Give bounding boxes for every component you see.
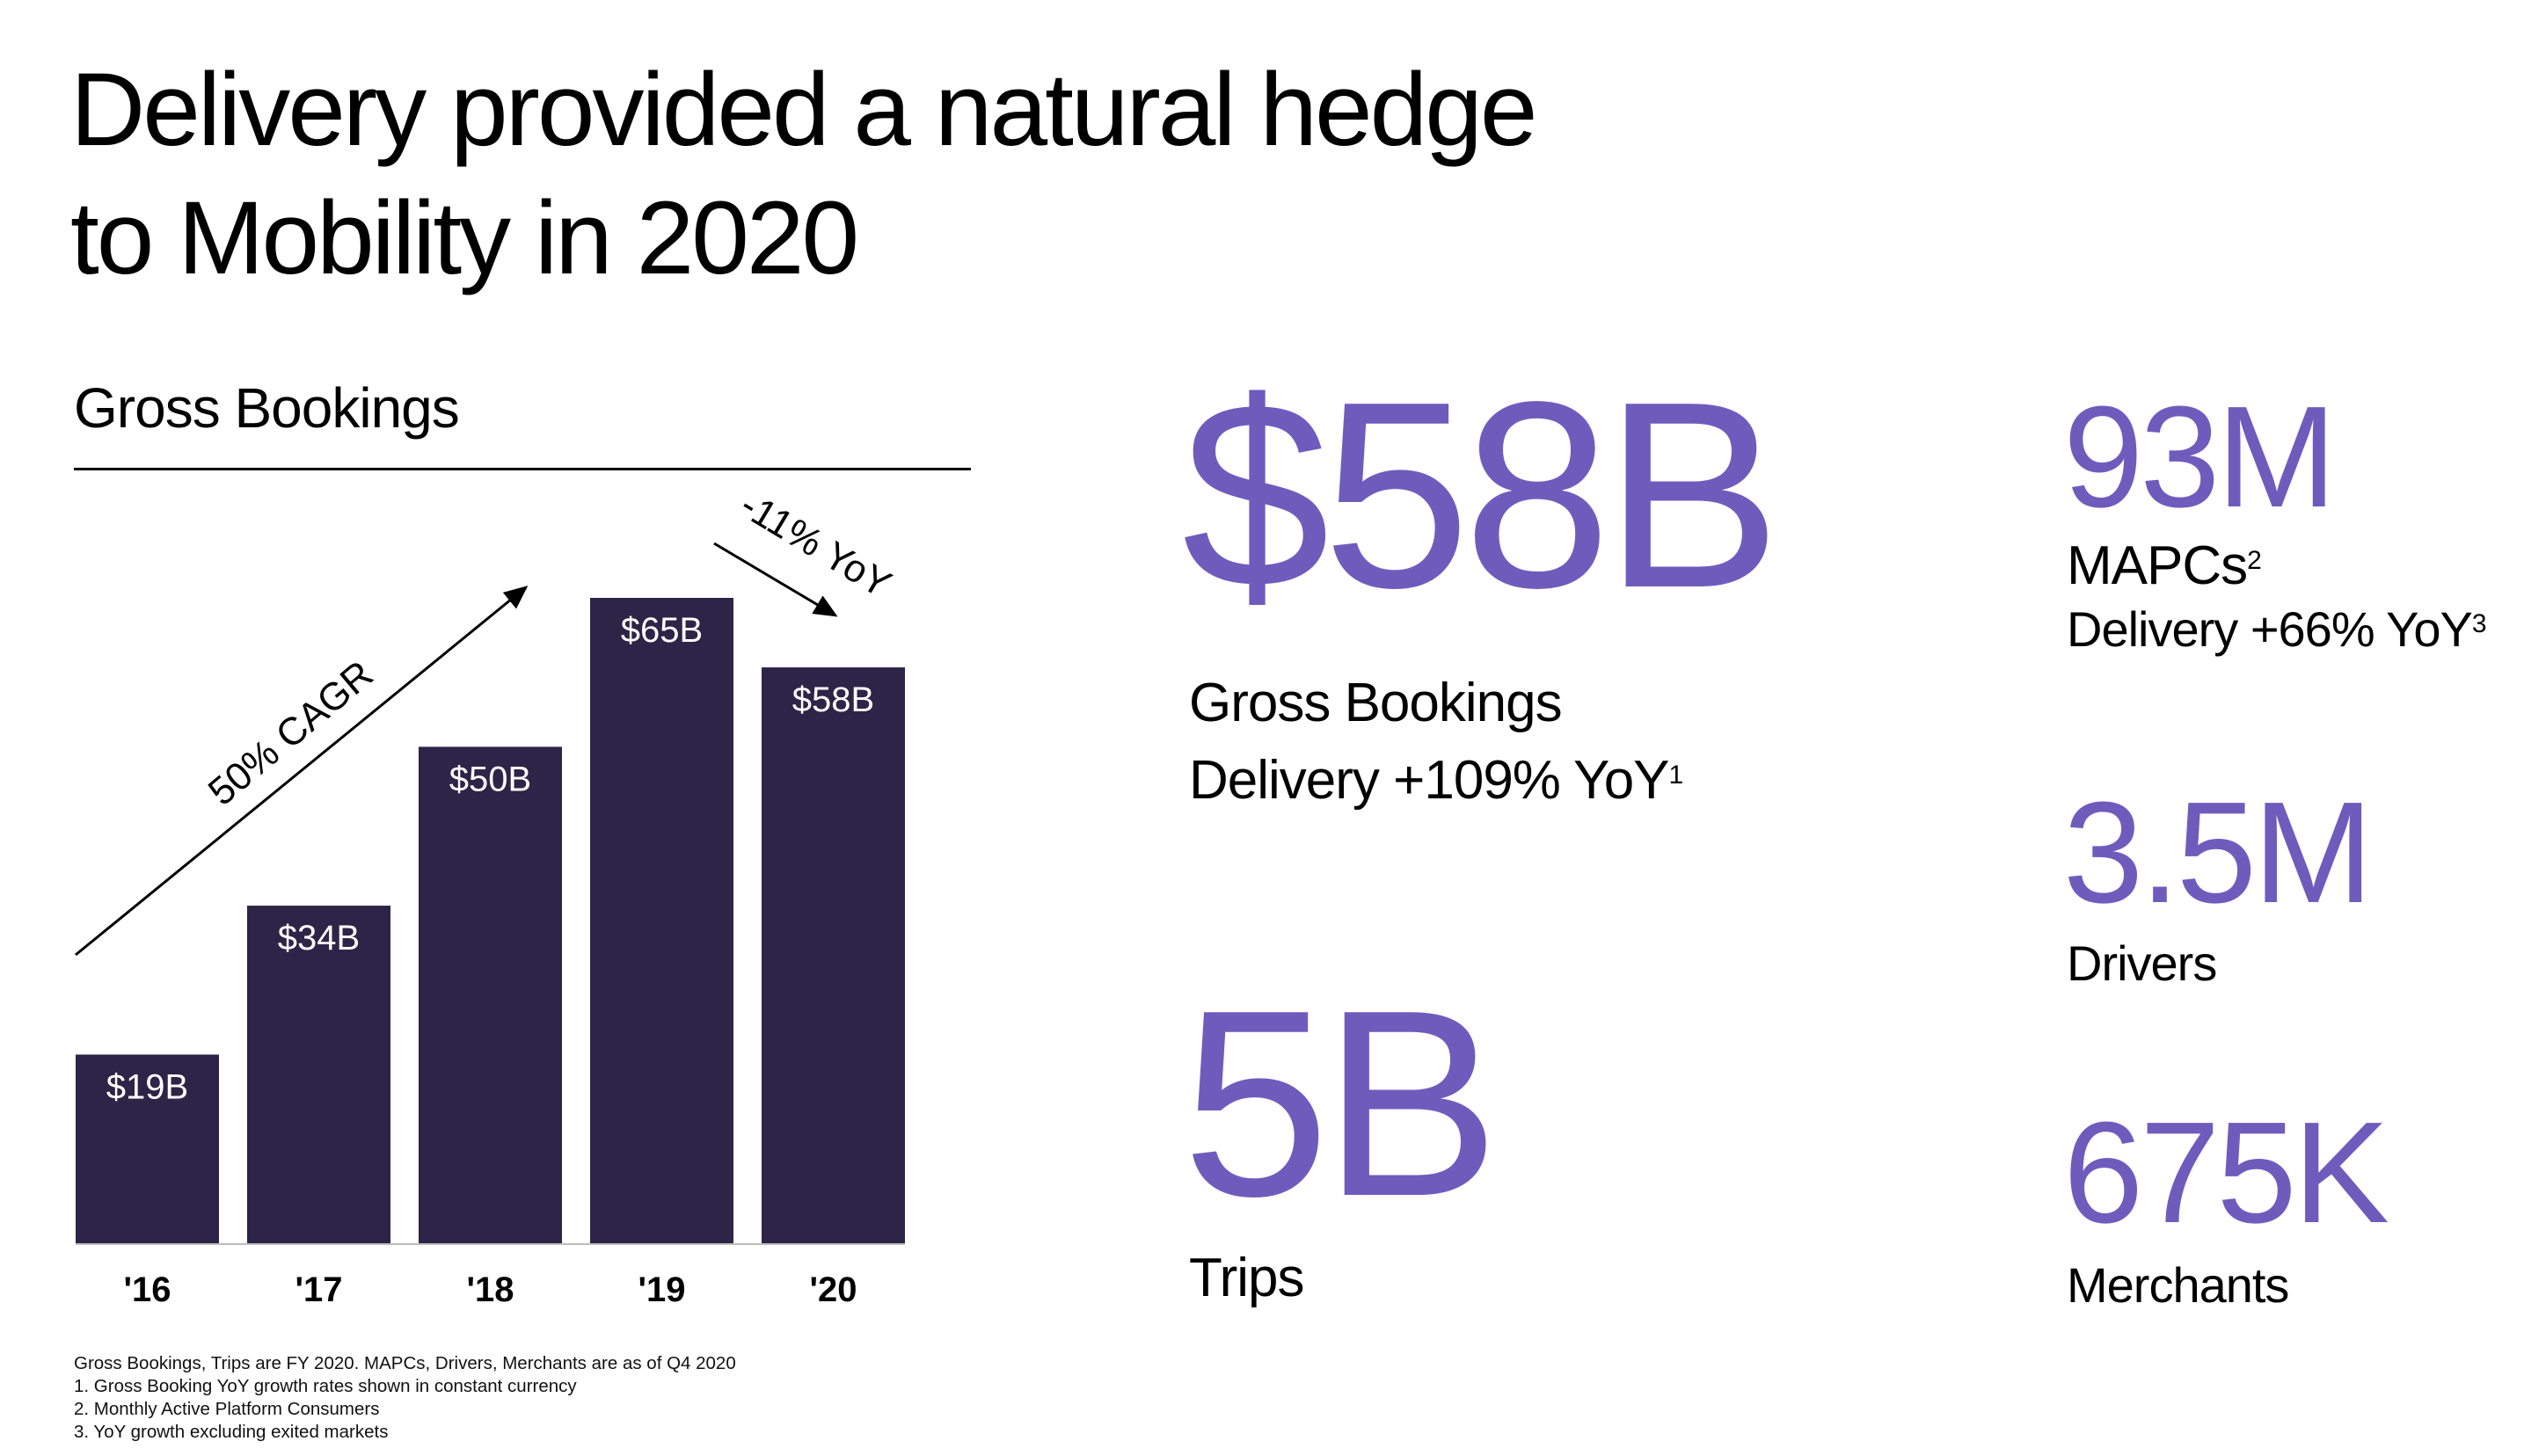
bar-value-label-1: $34B [278, 919, 360, 957]
gross-bookings-sub: Delivery +109% YoY1 [1189, 749, 1684, 812]
bar-value-label-4: $58B [792, 681, 874, 719]
merchants-label: Merchants [2067, 1257, 2289, 1313]
mapcs-value: 93M [2063, 376, 2337, 537]
page-title: Delivery provided a natural hedge to Mob… [70, 46, 1917, 302]
mapcs-sub-text: Delivery +66% YoY [2067, 601, 2473, 657]
x-tick-label-0: '16 [123, 1270, 171, 1309]
footnote-2: 2. Monthly Active Platform Consumers [74, 1399, 380, 1419]
footnote-source: Gross Bookings, Trips are FY 2020. MAPCs… [74, 1353, 736, 1373]
x-tick-label-1: '17 [295, 1270, 342, 1309]
bar-value-label-2: $50B [449, 760, 531, 798]
bar-4 [762, 667, 905, 1243]
footnote-1: 1. Gross Booking YoY growth rates shown … [74, 1376, 577, 1396]
title-line-1: Delivery provided a natural hedge [70, 52, 1538, 168]
yoy-annotation: -11% YoY [733, 484, 898, 607]
bar-1 [247, 906, 390, 1243]
gross-bookings-chart: $19B '16 $34B '17 $50B '18 $65B '19 $58B '20 50% … [75, 484, 905, 1309]
footnotes: Gross Bookings, Trips are FY 2020. MAPCs… [74, 1352, 736, 1444]
cagr-annotation: 50% CAGR [201, 652, 382, 814]
chart-heading: Gross Bookings [74, 376, 460, 440]
drivers-label: Drivers [2067, 935, 2217, 991]
chart-heading-rule [74, 468, 971, 470]
trips-label: Trips [1189, 1248, 1304, 1308]
gross-bookings-sub-text: Delivery +109% YoY [1189, 750, 1670, 811]
cagr-arrow [75, 586, 529, 957]
title-line-2: to Mobility in 2020 [70, 180, 859, 296]
footnote-3: 3. YoY growth excluding exited markets [74, 1422, 389, 1442]
drivers-value: 3.5M [2063, 772, 2374, 933]
mapcs-label-text: MAPCs [2067, 535, 2248, 596]
bar-3 [590, 598, 733, 1243]
gross-bookings-footnote-ref: 1 [1668, 761, 1684, 790]
trips-value: 5B [1182, 955, 1499, 1251]
x-tick-label-4: '20 [809, 1270, 857, 1309]
mapcs-sub-footnote-ref: 3 [2471, 609, 2487, 638]
bar-0 [76, 1054, 219, 1243]
gross-bookings-label: Gross Bookings [1189, 673, 1563, 733]
mapcs-label: MAPCs2 [2067, 535, 2262, 598]
mapcs-sub: Delivery +66% YoY3 [2067, 598, 2487, 661]
merchants-value: 675K [2063, 1092, 2389, 1253]
bar-2 [419, 746, 562, 1243]
bar-value-label-0: $19B [106, 1067, 188, 1106]
x-tick-label-2: '18 [466, 1270, 514, 1309]
gross-bookings-value: $58B [1182, 346, 1781, 643]
yoy-arrow [713, 542, 838, 617]
mapcs-footnote-ref: 2 [2247, 546, 2262, 575]
x-tick-label-3: '19 [638, 1270, 685, 1309]
bar-value-label-3: $65B [621, 611, 703, 650]
